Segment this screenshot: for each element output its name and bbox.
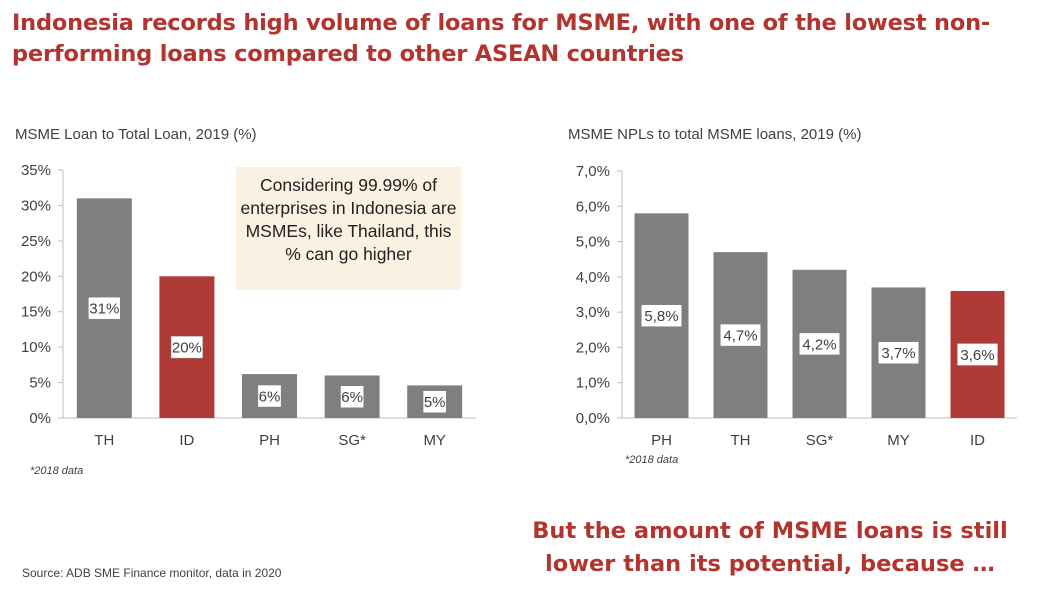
chart-2-category-label: PH xyxy=(651,432,672,449)
chart-1-data-label: 6% xyxy=(341,389,363,406)
chart-2-data-label-box xyxy=(641,304,682,327)
chart-2-category-label: SG* xyxy=(806,432,834,449)
chart-2-msme-npl: 0,0% 1,0% 2,0% 3,0% 4,0% 5,0% 6,0% 7,0% 5,8% PH 4,… xyxy=(576,163,1017,449)
chart-2-y-tick-label: 2,0% xyxy=(576,339,610,356)
chart-2-y-tick-label: 1,0% xyxy=(576,375,610,392)
chart-1-data-label: 20% xyxy=(172,340,202,357)
chart-1-y-tick-label: 20% xyxy=(21,268,51,285)
chart-1-y-tick-label: 0% xyxy=(29,410,51,427)
chart-2-data-label: 5,8% xyxy=(644,308,678,325)
chart-2-data-label-box xyxy=(957,343,998,366)
chart-2-category-label: MY xyxy=(887,432,910,449)
chart-2-data-label-box xyxy=(799,332,840,356)
source-note: Source: ADB SME Finance monitor, data in… xyxy=(22,566,282,580)
chart-1-data-label-box xyxy=(170,335,204,359)
chart-2-category-label: TH xyxy=(731,432,751,449)
chart-2-category-label: ID xyxy=(970,432,985,449)
chart-2-title: MSME NPLs to total MSME loans, 2019 (%) xyxy=(568,126,862,143)
page-headline: Indonesia records high volume of loans f… xyxy=(12,10,991,67)
chart-2-y-tick-label: 3,0% xyxy=(576,304,610,321)
chart-1-data-label-box xyxy=(422,390,447,413)
chart-2-y-tick-label: 4,0% xyxy=(576,269,610,286)
chart-2-data-label: 4,7% xyxy=(723,328,757,345)
chart-1-data-label-box xyxy=(340,385,364,408)
chart-1-data-label-box xyxy=(257,384,282,408)
chart-2-data-label: 3,7% xyxy=(881,345,915,362)
chart-2-y-tick-label: 7,0% xyxy=(576,163,610,180)
chart-1-data-label-box xyxy=(88,296,121,320)
chart-2-data-label-box xyxy=(878,341,919,364)
chart-1-footnote: *2018 data xyxy=(30,465,84,477)
chart-1-y-tick-label: 30% xyxy=(21,197,51,214)
chart-1-y-tick-label: 25% xyxy=(21,233,51,250)
chart-2-data-label-box xyxy=(720,323,761,347)
chart-1-category-label: PH xyxy=(259,432,280,449)
chart-2-footnote: *2018 data xyxy=(625,454,679,466)
chart-1-y-tick-label: 5% xyxy=(29,375,51,392)
chart-1-y-tick-label: 10% xyxy=(21,339,51,356)
chart-1-data-label: 5% xyxy=(424,394,446,411)
chart-1-category-label: ID xyxy=(179,432,194,449)
chart-2-data-label: 4,2% xyxy=(802,336,836,353)
chart-1-msme-loan-share: 0% 5% 10% 15% 20% 25% 30% 35% 31% TH 20% ID 6% PH 6% SG… xyxy=(21,162,476,449)
chart-2-y-tick-label: 6,0% xyxy=(576,198,610,215)
chart-1-data-label: 6% xyxy=(259,389,281,406)
chart-1-data-label: 31% xyxy=(89,301,119,318)
chart-1-category-label: SG* xyxy=(338,432,366,449)
chart-1-title: MSME Loan to Total Loan, 2019 (%) xyxy=(15,126,257,143)
chart-1-y-tick-label: 35% xyxy=(21,162,51,179)
conclusion-text: But the amount of MSME loans is still lo… xyxy=(532,518,1008,577)
chart-1-y-tick-label: 15% xyxy=(21,304,51,321)
chart-2-data-label: 3,6% xyxy=(960,347,994,364)
chart-2-y-tick-label: 0,0% xyxy=(576,410,610,427)
chart-2-y-tick-label: 5,0% xyxy=(576,234,610,251)
callout-box: Considering 99.99% of enterprises in Ind… xyxy=(236,167,461,290)
chart-1-category-label: MY xyxy=(423,432,446,449)
chart-1-category-label: TH xyxy=(94,432,114,449)
